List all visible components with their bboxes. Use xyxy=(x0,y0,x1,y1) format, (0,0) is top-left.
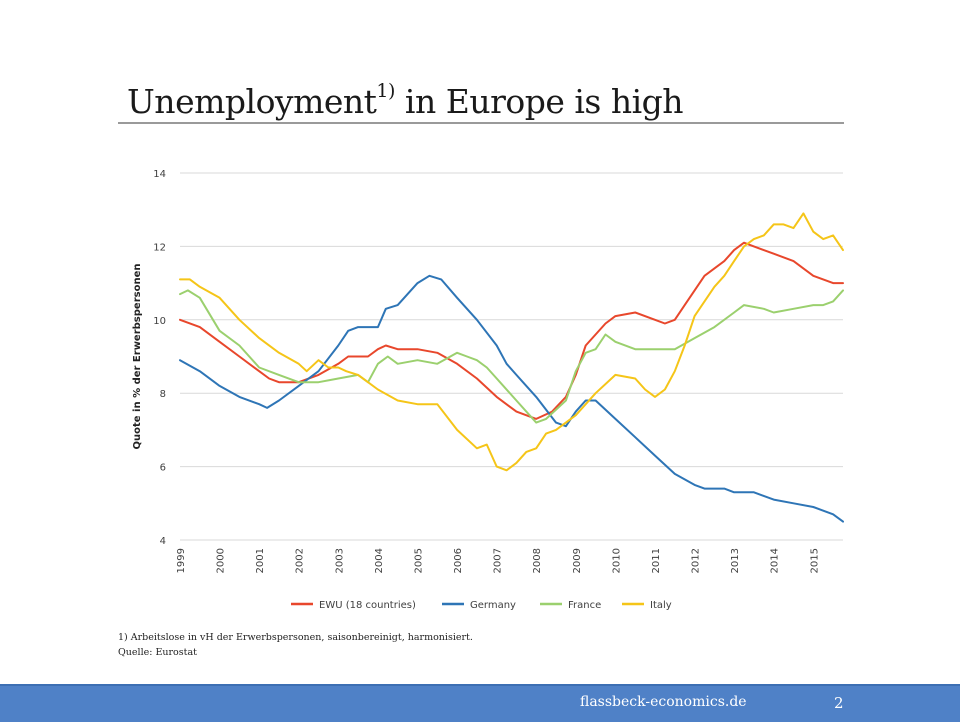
title-rule xyxy=(118,122,844,124)
y-axis-label: Quote in % der Erwerbspersonen xyxy=(132,264,143,450)
footer-bar: flassbeck-economics.de 2 xyxy=(0,684,960,722)
page-number: 2 xyxy=(834,694,844,712)
x-tick-label: 2009 xyxy=(572,548,583,573)
x-tick-label: 2005 xyxy=(413,548,424,573)
legend-label: France xyxy=(568,600,601,611)
slide-title-rest: in Europe is high xyxy=(394,82,684,121)
y-tick-label: 4 xyxy=(160,536,166,547)
series-line xyxy=(179,289,844,424)
footnote: 1) Arbeitslose in vH der Erwerbspersonen… xyxy=(118,630,473,660)
x-tick-label: 2008 xyxy=(532,548,543,573)
footnote-definition: 1) Arbeitslose in vH der Erwerbspersonen… xyxy=(118,632,473,643)
y-tick-label: 10 xyxy=(153,316,166,327)
series-line xyxy=(179,212,844,472)
x-tick-label: 2013 xyxy=(730,548,741,573)
legend-label: Germany xyxy=(470,600,516,611)
series-line xyxy=(179,241,844,420)
x-tick-label: 1999 xyxy=(176,548,187,573)
x-tick-label: 2014 xyxy=(770,548,781,573)
x-tick-label: 2006 xyxy=(453,548,464,573)
y-tick-label: 8 xyxy=(160,389,166,400)
legend-label: EWU (18 countries) xyxy=(319,600,416,611)
y-tick-label: 6 xyxy=(160,463,166,474)
x-tick-label: 2000 xyxy=(216,548,227,573)
footnote-source: Quelle: Eurostat xyxy=(118,647,197,658)
slide-title-superscript: 1) xyxy=(376,80,395,102)
x-tick-label: 2012 xyxy=(691,548,702,573)
unemployment-chart: 4 6 8 10 12 14 1999 2000 2001 2002 2003 2004 2005 200… xyxy=(132,169,844,611)
footer-website: flassbeck-economics.de xyxy=(580,694,747,710)
y-tick-label: 14 xyxy=(153,169,166,180)
x-tick-label: 2015 xyxy=(809,548,820,573)
x-tick-label: 2003 xyxy=(334,548,345,573)
x-tick-label: 2007 xyxy=(493,548,504,573)
legend-label: Italy xyxy=(650,600,672,611)
y-tick-label: 12 xyxy=(153,242,166,253)
series-line xyxy=(179,274,844,523)
x-tick-label: 2011 xyxy=(651,548,662,573)
x-tick-label: 2010 xyxy=(611,548,622,573)
x-tick-label: 2002 xyxy=(295,548,306,573)
x-tick-label: 2004 xyxy=(374,548,385,573)
x-tick-label: 2001 xyxy=(255,548,266,573)
slide-title-main: Unemployment xyxy=(127,82,377,121)
slide-title: Unemployment1) in Europe is high xyxy=(127,80,684,121)
